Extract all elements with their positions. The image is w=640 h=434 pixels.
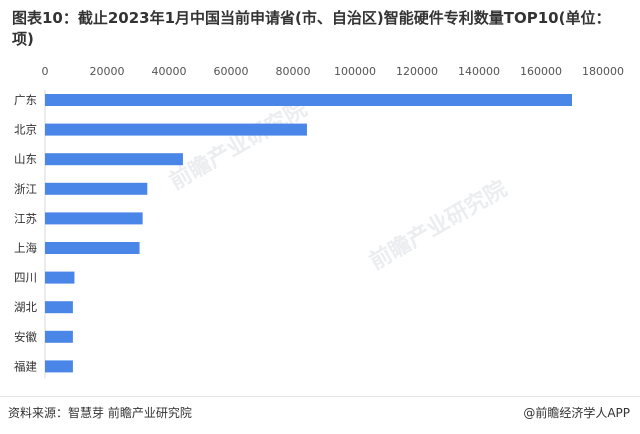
category-label: 江苏: [14, 211, 37, 225]
category-label: 安徽: [14, 330, 37, 344]
bar: [45, 330, 73, 343]
x-tick-label: 0: [42, 65, 49, 78]
bar: [45, 123, 307, 136]
x-tick-label: 20000: [90, 65, 125, 78]
category-label: 湖北: [14, 300, 37, 314]
bar: [45, 212, 143, 225]
credit-note: @前瞻经济学人APP: [523, 406, 630, 420]
bars: [45, 94, 572, 373]
watermark-text: 前瞻产业研究院: [165, 96, 311, 196]
bar: [45, 301, 73, 314]
footer-divider: [0, 396, 640, 397]
bar: [45, 94, 572, 106]
bar: [45, 153, 183, 166]
category-label: 山东: [14, 152, 37, 166]
bar: [45, 360, 73, 373]
watermark-text: 前瞻产业研究院: [365, 176, 511, 276]
chart-title: 图表10：截止2023年1月中国当前申请省(市、自治区)智能硬件专利数量TOP1…: [12, 8, 628, 50]
bar: [45, 182, 148, 195]
x-tick-label: 180000: [582, 65, 624, 78]
bar: [45, 242, 140, 254]
chart-title-text: 图表10：截止2023年1月中国当前申请省(市、自治区)智能硬件专利数量TOP1…: [12, 9, 611, 48]
bar: [45, 271, 75, 284]
category-label: 北京: [14, 123, 37, 137]
category-label: 浙江: [14, 182, 37, 196]
x-tick-label: 60000: [214, 65, 249, 78]
source-note: 资料来源：智慧芽 前瞻产业研究院: [8, 406, 192, 420]
category-label: 四川: [14, 271, 37, 285]
x-tick-label: 100000: [334, 65, 376, 78]
x-axis-ticks: 0 20000 40000 60000 80000 100000 120000 140000 1…: [42, 65, 625, 78]
category-label: 上海: [14, 241, 37, 255]
x-tick-label: 140000: [458, 65, 500, 78]
category-label: 广东: [14, 93, 37, 107]
category-label: 福建: [14, 359, 37, 373]
x-tick-label: 120000: [396, 65, 438, 78]
x-tick-label: 40000: [152, 65, 187, 78]
x-tick-label: 80000: [276, 65, 311, 78]
x-tick-label: 160000: [520, 65, 562, 78]
